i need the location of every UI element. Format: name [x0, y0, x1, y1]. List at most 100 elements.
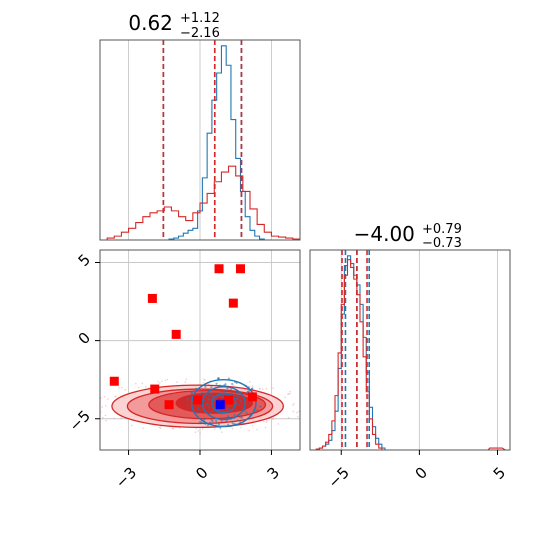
- plot-frame: [309, 249, 511, 451]
- blue-sample-point: [251, 387, 254, 390]
- sample-point: [213, 428, 216, 430]
- sample-point: [105, 405, 107, 407]
- sample-point: [185, 378, 188, 380]
- blue-contour-level: [211, 393, 237, 414]
- blue-sample-point: [227, 415, 230, 418]
- contour-marks: [98, 264, 307, 434]
- blue-sample-point: [217, 423, 221, 426]
- title-param-1: 0.62 +1.12 −2.16: [128, 7, 225, 41]
- blue-sample-point: [218, 384, 221, 387]
- sample-point: [298, 410, 300, 413]
- sample-point: [158, 426, 161, 429]
- blue-sample-point: [208, 406, 211, 409]
- title-param-2: −4.00 +0.79 −0.73: [354, 218, 467, 251]
- sample-point: [120, 417, 123, 419]
- sample-point: [134, 382, 137, 385]
- red-square-marker: [214, 264, 224, 274]
- x-tick-label: 0: [192, 463, 211, 482]
- blue-sample-point: [227, 407, 230, 411]
- sample-point: [158, 382, 161, 384]
- sample-point: [124, 388, 126, 391]
- blue-sample-point: [187, 404, 190, 407]
- blue-sample-point: [203, 418, 206, 421]
- blue-sample-point: [225, 419, 228, 422]
- blue-sample-point: [236, 419, 239, 422]
- y-tick-label: 5: [75, 250, 94, 269]
- blue-sample-point: [206, 403, 209, 406]
- blue-sample-point: [240, 416, 244, 419]
- sample-point: [141, 382, 144, 385]
- sample-point: [293, 402, 295, 405]
- blue-sample-point: [201, 391, 204, 394]
- x-axis-ticks: −3 0 3: [112, 450, 283, 492]
- blue-sample-point: [213, 399, 217, 402]
- blue-sample-point: [259, 405, 262, 408]
- sample-point: [251, 425, 254, 427]
- sample-point: [305, 405, 307, 407]
- sample-point: [195, 427, 197, 430]
- histogram-panel-param-2: −5 0 5: [309, 249, 511, 492]
- blue-sample-point: [239, 416, 242, 419]
- sample-point: [284, 396, 286, 399]
- sample-point: [203, 378, 205, 380]
- sample-point: [232, 384, 235, 387]
- sample-point: [103, 395, 106, 398]
- blue-sample-point: [209, 410, 212, 414]
- blue-sample-point: [199, 392, 202, 395]
- red-square-marker: [164, 400, 174, 410]
- red-square-marker: [147, 293, 157, 303]
- sample-point: [292, 410, 295, 413]
- sample-point: [264, 426, 267, 429]
- blue-sample-point: [227, 423, 230, 426]
- red-square-marker: [228, 298, 238, 308]
- sample-point: [121, 386, 123, 389]
- y-axis-ticks: −5 0 5: [66, 250, 100, 435]
- sample-point: [287, 416, 290, 419]
- red-square-marker: [150, 384, 160, 394]
- blue-sample-point: [210, 386, 213, 389]
- blue-sample-point: [208, 398, 211, 401]
- plot-frame: [99, 39, 301, 241]
- sample-point: [194, 431, 197, 434]
- sample-point: [104, 414, 107, 417]
- blue-sample-point: [186, 398, 189, 401]
- red-square-marker: [109, 376, 119, 386]
- sample-point: [296, 411, 298, 414]
- red-square-marker: [224, 395, 234, 405]
- sample-point: [98, 399, 100, 401]
- blue-sample-point: [215, 382, 218, 385]
- sample-point: [272, 387, 274, 389]
- sample-point: [261, 388, 264, 391]
- blue-contour-level: [201, 386, 246, 421]
- sample-point: [178, 427, 181, 429]
- blue-sample-point: [220, 419, 223, 422]
- histogram-series-blue: [316, 255, 389, 450]
- blue-sample-point: [195, 387, 198, 390]
- sample-point: [289, 392, 291, 395]
- blue-sample-point: [236, 395, 239, 398]
- sample-point: [277, 423, 280, 425]
- blue-sample-point: [224, 417, 227, 420]
- blue-contour-level: [190, 378, 257, 428]
- sample-point: [159, 425, 162, 428]
- sample-point: [265, 421, 268, 423]
- sample-point: [201, 427, 204, 430]
- sample-point: [221, 431, 223, 433]
- sample-point: [171, 427, 174, 430]
- histogram-series-red: [100, 165, 300, 241]
- sample-point: [176, 381, 178, 384]
- red-square-marker: [171, 329, 181, 339]
- blue-sample-point: [209, 421, 212, 424]
- sample-point: [142, 427, 144, 430]
- blue-sample-point: [215, 422, 218, 425]
- sample-point: [157, 380, 159, 383]
- sample-point: [118, 387, 120, 389]
- sample-point: [107, 398, 109, 400]
- blue-sample-point: [196, 411, 199, 414]
- blue-sample-point: [237, 392, 241, 395]
- sample-point: [259, 388, 261, 390]
- blue-sample-point: [215, 419, 218, 423]
- x-tick-label: −3: [112, 463, 140, 491]
- histogram-marks: [100, 40, 300, 241]
- sample-point: [266, 419, 268, 422]
